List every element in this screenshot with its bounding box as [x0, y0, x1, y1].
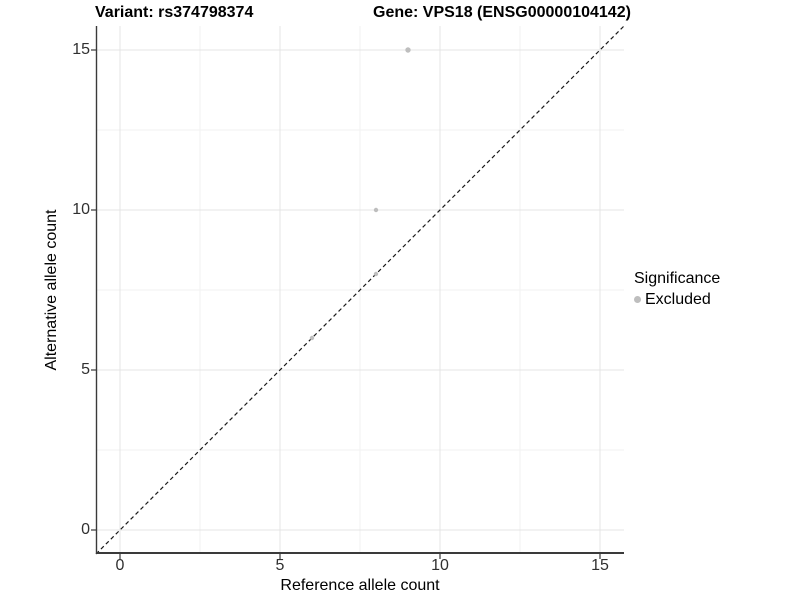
data-point — [373, 271, 379, 277]
y-axis-title: Alternative allele count — [43, 209, 60, 371]
plot-title-gene: Gene: VPS18 (ENSG00000104142) — [373, 4, 631, 21]
data-point — [373, 207, 379, 213]
legend-point-icon — [634, 296, 641, 303]
legend-entry-label: Excluded — [645, 291, 711, 308]
x-tick-label: 10 — [431, 557, 449, 574]
y-tick-label: 0 — [81, 521, 90, 538]
x-tick-label: 0 — [115, 557, 125, 574]
legend: Significance Excluded — [634, 269, 720, 309]
legend-entry-excluded: Excluded — [634, 290, 720, 309]
x-tick-label: 5 — [275, 557, 285, 574]
y-tick-label: 5 — [81, 361, 90, 378]
data-point — [405, 47, 411, 53]
x-axis-title: Reference allele count — [280, 577, 440, 594]
plot-title-variant: Variant: rs374798374 — [95, 4, 254, 21]
data-point — [309, 335, 315, 341]
scatter-plot-canvas — [91, 25, 625, 559]
identity-dashed-line — [95, 25, 625, 555]
plot-panel — [91, 25, 625, 559]
y-tick-label: 10 — [72, 201, 90, 218]
x-tick-label: 15 — [591, 557, 609, 574]
legend-title: Significance — [634, 270, 721, 287]
y-tick-label: 15 — [72, 41, 90, 58]
